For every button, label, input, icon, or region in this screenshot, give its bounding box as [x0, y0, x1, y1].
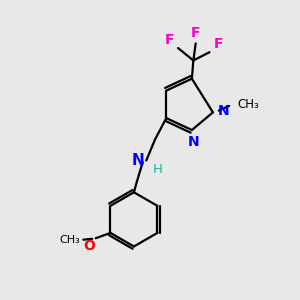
- Text: CH₃: CH₃: [59, 235, 80, 245]
- Text: F: F: [165, 33, 175, 46]
- Text: N: N: [132, 153, 145, 168]
- Text: N: N: [218, 104, 230, 118]
- Text: F: F: [214, 37, 223, 51]
- Text: CH₃: CH₃: [237, 98, 259, 111]
- Text: F: F: [191, 26, 200, 40]
- Text: H: H: [153, 164, 163, 176]
- Text: O: O: [83, 239, 95, 253]
- Text: N: N: [188, 135, 199, 149]
